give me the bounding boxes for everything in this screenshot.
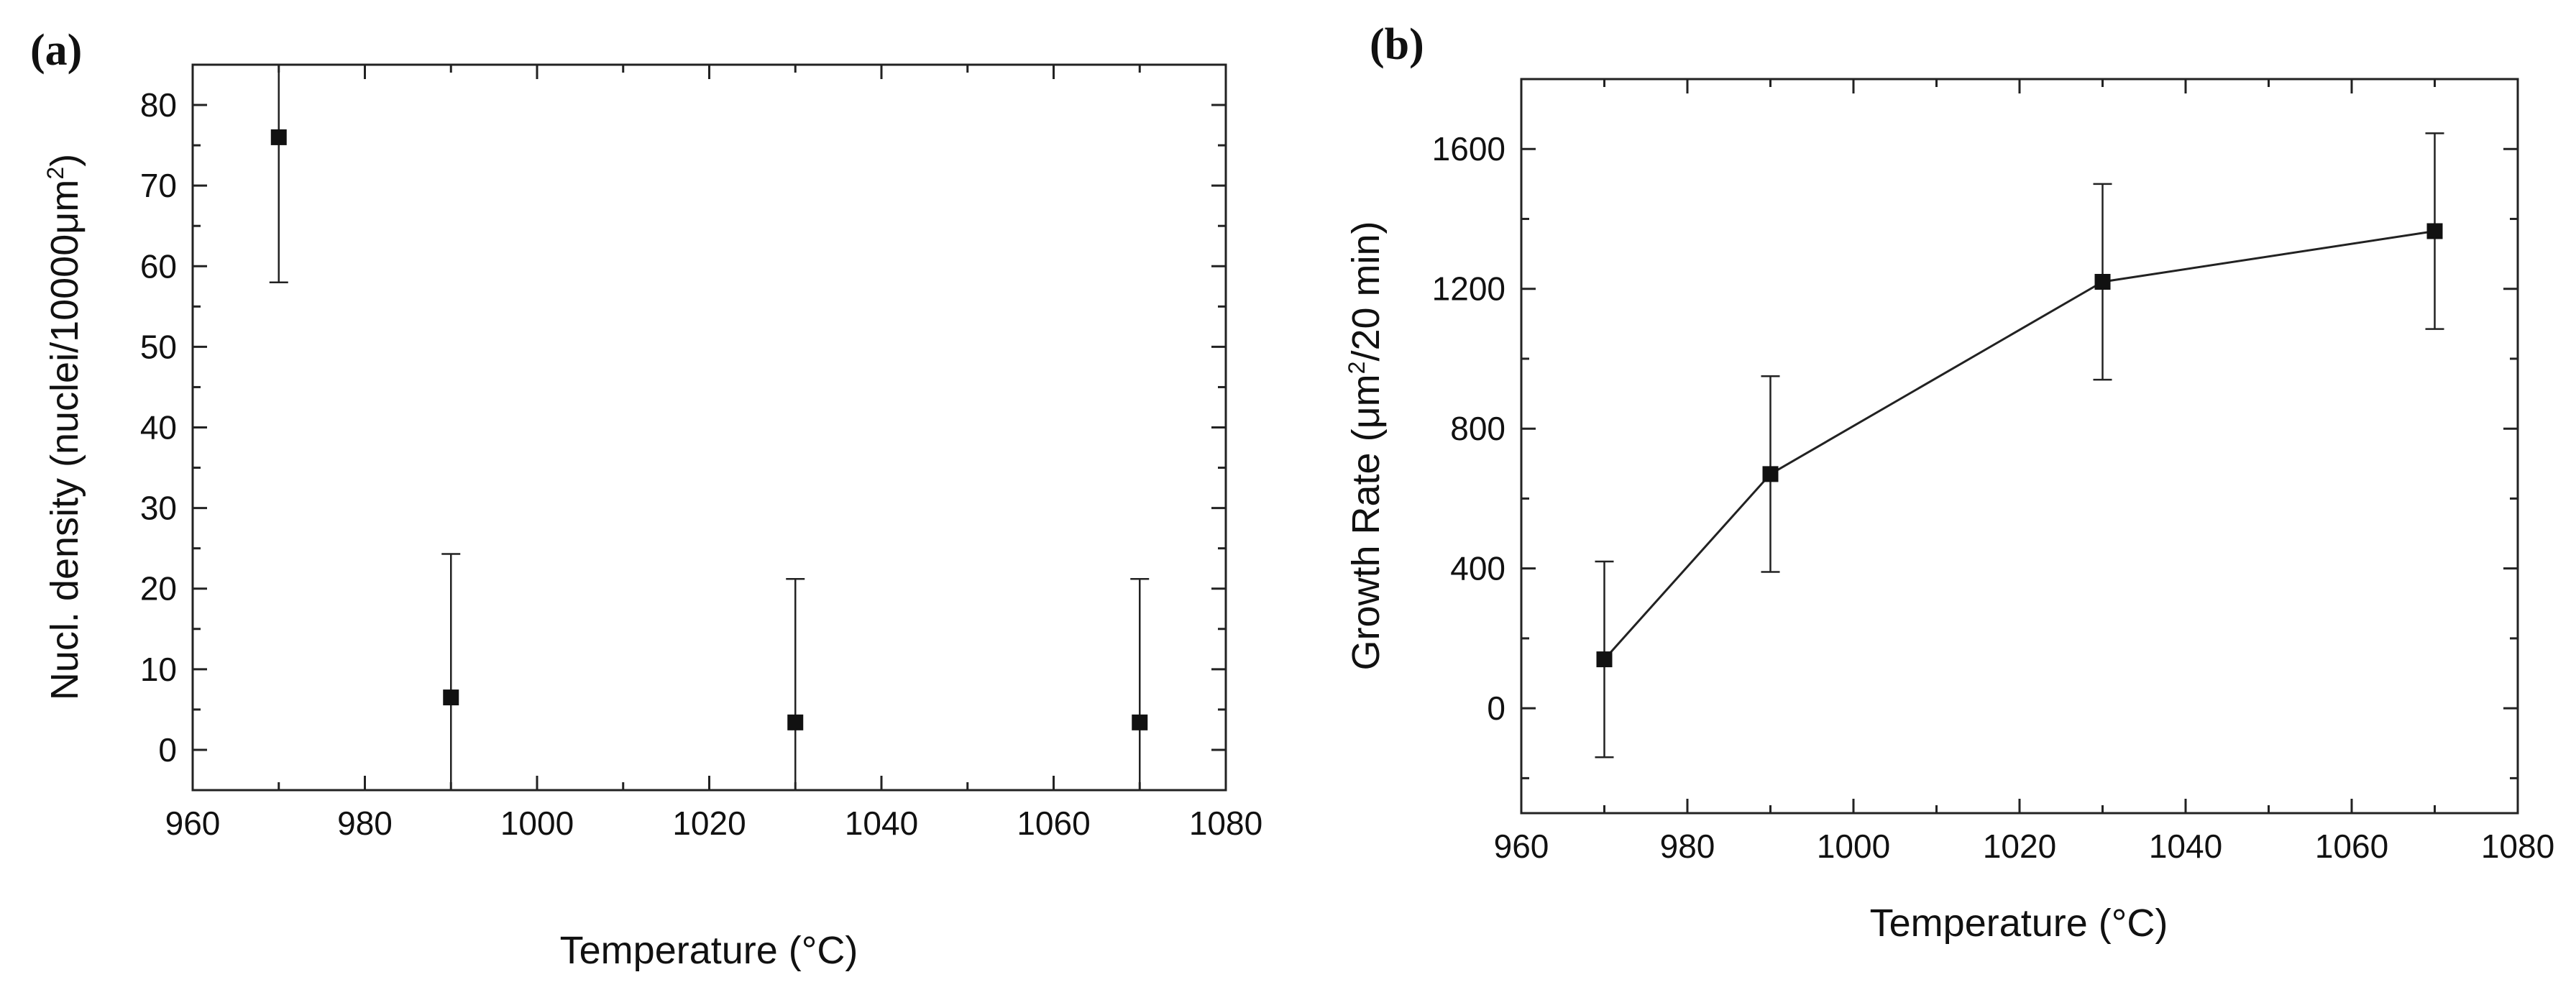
panel-b-markers (1596, 223, 2443, 668)
panel-b-label: (b) (1370, 20, 1424, 69)
y-tick-label: 70 (140, 167, 177, 204)
x-tick-label: 1080 (2481, 828, 2554, 865)
data-point-marker (787, 714, 804, 730)
x-tick-label: 1060 (1017, 805, 1090, 842)
y-tick-label: 80 (140, 86, 177, 124)
panel-b-error-bars (1595, 132, 2444, 758)
panel-a-y-axis-title: Nucl. density (nuclei/10000μm2) (42, 154, 86, 700)
x-tick-label: 1060 (2315, 828, 2388, 865)
y-tick-label: 1600 (1432, 130, 1505, 168)
y-tick-label: 50 (140, 328, 177, 365)
data-point-marker (2426, 223, 2443, 239)
panel-b-ticks (1520, 78, 2519, 813)
x-tick-label: 1000 (1817, 828, 1890, 865)
panel-b-y-axis-title-main: Growth Rate (μm (1344, 374, 1388, 670)
panel-a-y-axis-title-main: Nucl. density (nuclei/10000μm (43, 180, 86, 700)
panel-a-y-axis-title-superscript: 2 (42, 167, 68, 180)
data-point-marker (1132, 714, 1148, 730)
y-tick-label: 10 (140, 651, 177, 688)
y-tick-label: 400 (1450, 550, 1505, 587)
x-tick-label: 1000 (500, 805, 574, 842)
panel-a-y-axis-title-end: ) (43, 154, 86, 167)
panel-b-y-axis-title-end: /20 min) (1344, 221, 1388, 361)
y-tick-label: 800 (1450, 410, 1505, 447)
data-point-marker (2094, 273, 2111, 290)
x-tick-label: 960 (1494, 828, 1549, 865)
y-tick-label: 30 (140, 490, 177, 527)
panel-a-plot-frame (191, 63, 1227, 792)
x-tick-label: 980 (1660, 828, 1715, 865)
panel-b-connecting-line-group (1603, 230, 2435, 661)
panel-a-x-tick-labels: 960 980 1000 1020 1040 1060 1080 (165, 805, 1263, 842)
y-tick-label: 60 (140, 247, 177, 285)
y-tick-label: 20 (140, 570, 177, 608)
y-tick-label: 40 (140, 409, 177, 446)
panel-b-plot-frame (1520, 78, 2519, 815)
panel-b-x-tick-labels: 960 980 1000 1020 1040 1060 1080 (1494, 828, 2555, 865)
y-tick-label: 1200 (1432, 270, 1505, 308)
panel-b-x-axis-title: Temperature (°C) (1870, 902, 2168, 945)
panel-a-y-tick-labels: 0 10 20 30 40 50 60 70 80 (140, 86, 177, 769)
x-tick-label: 1040 (845, 805, 918, 842)
panel-a-ticks (191, 63, 1227, 792)
panel-b-y-axis-title-superscript: 2 (1344, 362, 1370, 375)
panel-a-error-bars (269, 65, 1150, 790)
series-line (1603, 230, 2435, 661)
data-point-marker (270, 129, 287, 145)
data-point-marker (1762, 466, 1779, 482)
data-point-marker (1596, 651, 1613, 668)
x-tick-label: 960 (165, 805, 221, 842)
x-tick-label: 1020 (672, 805, 746, 842)
panel-a-markers (270, 129, 1148, 730)
x-tick-label: 980 (337, 805, 393, 842)
panel-a-x-axis-title: Temperature (°C) (560, 929, 858, 972)
panel-b-y-axis-title: Growth Rate (μm2/20 min) (1344, 221, 1388, 670)
data-point-marker (443, 689, 459, 706)
x-tick-label: 1080 (1189, 805, 1262, 842)
panel-a-label: (a) (30, 26, 82, 75)
panel-b-y-tick-labels: 0 400 800 1200 1600 (1432, 130, 1505, 727)
x-tick-label: 1040 (2149, 828, 2222, 865)
y-tick-label: 0 (1487, 689, 1505, 727)
x-tick-label: 1020 (1983, 828, 2056, 865)
panel-b-growth-rate-chart: (b) 960 980 1000 1020 1040 1060 1080 0 400 800 12… (1344, 20, 2554, 945)
y-tick-label: 0 (158, 731, 177, 769)
panel-a-nucleation-density-chart: (a) 960 980 1000 1020 1040 1060 1080 010203040… (30, 26, 1262, 972)
